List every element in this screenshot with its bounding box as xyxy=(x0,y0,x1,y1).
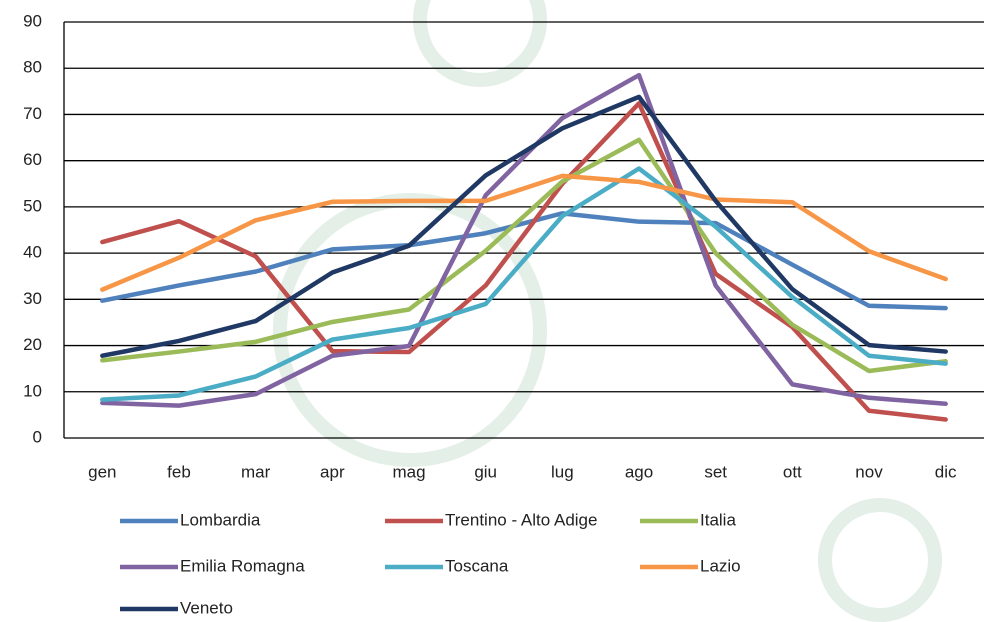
x-tick-label: nov xyxy=(855,462,883,481)
y-tick-label: 70 xyxy=(23,104,42,123)
y-tick-label: 20 xyxy=(23,335,42,354)
x-tick-label: mar xyxy=(241,462,271,481)
series-line xyxy=(100,137,948,374)
x-tick-label: ott xyxy=(783,462,802,481)
series-line xyxy=(100,72,948,408)
x-tick-label: ago xyxy=(625,462,653,481)
y-tick-label: 60 xyxy=(23,150,42,169)
y-tick-label: 40 xyxy=(23,243,42,262)
series-line xyxy=(100,94,948,358)
legend-label: Lazio xyxy=(700,556,741,575)
y-tick-label: 80 xyxy=(23,58,42,77)
y-tick-label: 90 xyxy=(23,11,42,30)
series-line xyxy=(100,173,948,292)
x-tick-label: gen xyxy=(88,462,116,481)
series-line xyxy=(100,211,948,311)
legend-label: Emilia Romagna xyxy=(180,556,305,575)
y-tick-label: 30 xyxy=(23,289,42,308)
legend-label: Veneto xyxy=(180,598,233,617)
legend-label: Toscana xyxy=(445,556,509,575)
series-line xyxy=(100,101,948,422)
legend-label: Italia xyxy=(700,510,736,529)
x-tick-label: dic xyxy=(935,462,957,481)
series-line xyxy=(100,166,948,402)
x-tick-label: feb xyxy=(167,462,191,481)
y-tick-label: 10 xyxy=(23,381,42,400)
legend-label: Trentino - Alto Adige xyxy=(445,510,597,529)
y-tick-label: 0 xyxy=(33,427,42,446)
x-tick-label: set xyxy=(704,462,727,481)
x-tick-label: apr xyxy=(320,462,345,481)
x-tick-label: lug xyxy=(551,462,574,481)
x-tick-label: giu xyxy=(474,462,497,481)
y-tick-label: 50 xyxy=(23,196,42,215)
legend-label: Lombardia xyxy=(180,510,261,529)
x-tick-label: mag xyxy=(392,462,425,481)
